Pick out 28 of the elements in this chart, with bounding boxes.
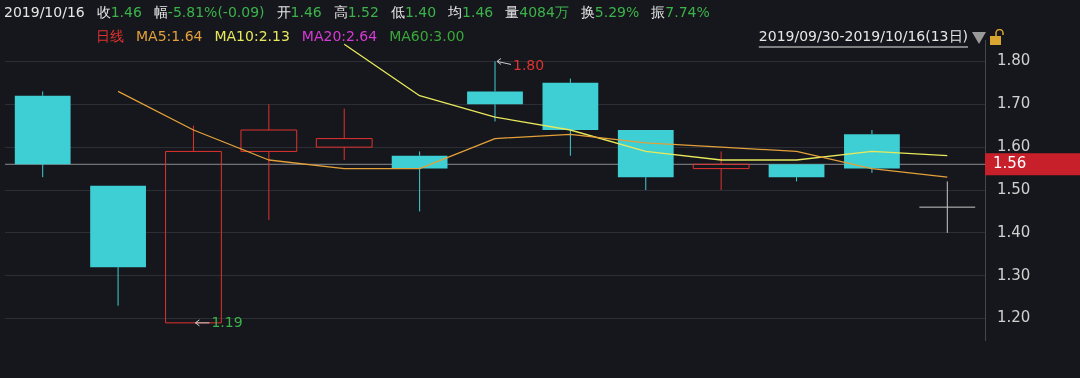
candlestick: [240, 103, 298, 221]
y-tick-label: 1.80: [997, 51, 1031, 70]
ref-line-label: 1.56: [993, 154, 1027, 173]
candlestick: [90, 185, 146, 307]
candlestick: [768, 164, 825, 182]
y-tick-label: 1.40: [997, 222, 1031, 241]
candlestick: [844, 129, 900, 174]
candlestick: [692, 150, 750, 191]
annotation: 1.80: [513, 57, 545, 74]
y-tick-label: 1.20: [997, 308, 1031, 327]
candlestick: [617, 130, 674, 191]
y-tick-label: 1.30: [997, 265, 1031, 284]
annotation: MA60:3.00: [389, 27, 465, 44]
candlestick: [14, 90, 71, 178]
y-tick-label: 1.50: [997, 179, 1031, 198]
annotation: MA20:2.64: [301, 27, 378, 44]
annotation: 1.19: [211, 314, 243, 331]
chart-title: 2019/10/16 收1.46 幅-5.81%(-0.09) 开1.46 高1.52 低1.40 均1.46 量4084万 换5.29% 振7.74%: [4, 3, 710, 20]
y-tick-label: 1.70: [997, 94, 1031, 113]
annotation: 日线: [96, 27, 124, 44]
annotation: MA10:2.13: [214, 27, 290, 44]
candlestick: [315, 108, 373, 161]
candlestick: [918, 180, 976, 234]
annotation: 2019/09/30-2019/10/16(13日): [758, 27, 968, 44]
y-tick-label: 1.60: [997, 137, 1031, 156]
candlestick: [391, 150, 448, 212]
annotation: MA5:1.64: [136, 27, 203, 44]
candlestick: [542, 78, 599, 157]
